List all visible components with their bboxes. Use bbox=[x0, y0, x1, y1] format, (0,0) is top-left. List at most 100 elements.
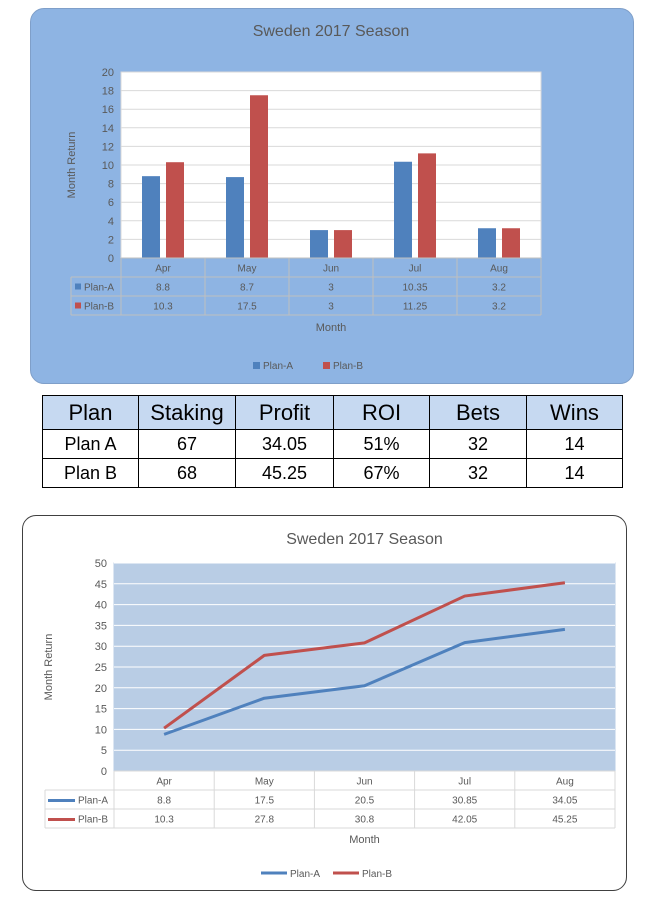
cell-profit: 34.05 bbox=[235, 429, 334, 459]
x-tick-label: May bbox=[238, 264, 257, 275]
summary-header-row: Plan Staking Profit ROI Bets Wins bbox=[42, 395, 623, 430]
data-table-cell: 10.3 bbox=[153, 302, 173, 313]
header-staking: Staking bbox=[138, 395, 236, 430]
data-table-cell: 11.25 bbox=[403, 302, 428, 313]
header-profit: Profit bbox=[235, 395, 334, 430]
y-tick-label: 18 bbox=[102, 86, 114, 98]
y-tick-label: 30 bbox=[95, 641, 107, 653]
y-tick-label: 20 bbox=[102, 67, 114, 79]
x-axis-label: Month bbox=[316, 322, 347, 334]
cell-bets: 32 bbox=[429, 458, 527, 488]
y-tick-label: 35 bbox=[95, 620, 107, 632]
cell-staking: 68 bbox=[138, 458, 236, 488]
data-table-cell: 17.5 bbox=[255, 796, 275, 807]
header-plan: Plan bbox=[42, 395, 139, 430]
header-bets: Bets bbox=[429, 395, 527, 430]
legend-key-swatch bbox=[75, 283, 81, 290]
x-tick-label: Apr bbox=[156, 777, 172, 788]
data-table-cell: 8.8 bbox=[157, 796, 171, 807]
y-tick-label: 45 bbox=[95, 579, 107, 591]
line-plan-a bbox=[163, 627, 566, 736]
legend-swatch bbox=[253, 362, 260, 369]
data-table-cell: 42.05 bbox=[452, 815, 477, 826]
x-tick-label: Jul bbox=[409, 264, 422, 275]
cell-wins: 14 bbox=[526, 429, 623, 459]
chart-title: Sweden 2017 Season bbox=[286, 531, 443, 548]
data-table-cell: 8.7 bbox=[240, 283, 254, 294]
cell-plan: Plan A bbox=[42, 429, 139, 459]
cell-profit: 45.25 bbox=[235, 458, 334, 488]
header-wins: Wins bbox=[526, 395, 623, 430]
data-table-cell: 20.5 bbox=[355, 796, 375, 807]
y-tick-label: 0 bbox=[101, 766, 107, 778]
data-table-cell: 10.3 bbox=[154, 815, 174, 826]
legend-label: Plan-A bbox=[263, 361, 293, 372]
data-table-cell: 27.8 bbox=[255, 815, 275, 826]
y-tick-label: 0 bbox=[108, 253, 114, 265]
data-table-cell: 30.85 bbox=[452, 796, 477, 807]
legend-swatch bbox=[323, 362, 330, 369]
data-table-cell: 3.2 bbox=[492, 283, 506, 294]
cell-roi: 51% bbox=[333, 429, 430, 459]
y-tick-label: 50 bbox=[95, 558, 107, 570]
x-axis-label: Month bbox=[349, 834, 380, 846]
y-axis-label: Month Return bbox=[66, 132, 78, 199]
bar-plan-b bbox=[502, 228, 520, 258]
x-tick-label: May bbox=[255, 777, 274, 788]
line-chart-svg: Sweden 2017 Season 0 5 10 15 20 25 30 35 40 45 50 Mo… bbox=[43, 531, 616, 880]
legend-key-swatch bbox=[75, 302, 81, 309]
bar-plan-b bbox=[250, 95, 268, 258]
y-tick-label: 15 bbox=[95, 704, 107, 716]
data-table-cell: 34.05 bbox=[552, 796, 577, 807]
bar-plan-a bbox=[226, 177, 244, 258]
y-axis-label: Month Return bbox=[43, 634, 55, 701]
chart-title: Sweden 2017 Season bbox=[253, 23, 410, 40]
bar-chart-svg: Sweden 2017 Season 0 2 4 6 8 10 12 14 16 18 20 Month… bbox=[66, 23, 542, 372]
legend-label: Plan-B bbox=[333, 361, 363, 372]
y-tick-label: 5 bbox=[101, 745, 107, 757]
x-tick-label: Apr bbox=[155, 264, 171, 275]
x-tick-label: Jun bbox=[323, 264, 339, 275]
data-table-series-label: Plan-A bbox=[84, 283, 114, 294]
cell-staking: 67 bbox=[138, 429, 236, 459]
legend-label: Plan-A bbox=[290, 869, 320, 880]
bar-plan-b bbox=[166, 162, 184, 258]
data-table-cell: 8.8 bbox=[156, 283, 170, 294]
data-table-cell: 3 bbox=[328, 283, 334, 294]
data-table-cell: 30.8 bbox=[355, 815, 375, 826]
bar-chart-panel: Sweden 2017 Season 0 2 4 6 8 10 12 14 16 18 20 Month… bbox=[30, 8, 634, 384]
y-tick-label: 25 bbox=[95, 662, 107, 674]
data-table-cell: 3.2 bbox=[492, 302, 506, 313]
data-table-series-label: Plan-A bbox=[78, 796, 108, 807]
summary-row-plan-a: Plan A 67 34.05 51% 32 14 bbox=[42, 429, 623, 459]
x-tick-label: Aug bbox=[490, 264, 508, 275]
y-tick-label: 16 bbox=[102, 104, 114, 116]
header-roi: ROI bbox=[333, 395, 430, 430]
bar-plan-a bbox=[478, 228, 496, 258]
x-tick-label: Aug bbox=[556, 777, 574, 788]
bar-plan-a bbox=[142, 176, 160, 258]
y-tick-label: 40 bbox=[95, 600, 107, 612]
bar-plan-a bbox=[394, 161, 412, 258]
data-table-cell: 10.35 bbox=[402, 283, 427, 294]
y-tick-label: 4 bbox=[108, 216, 114, 228]
data-table-cell: 45.25 bbox=[552, 815, 577, 826]
y-tick-label: 6 bbox=[108, 197, 114, 209]
data-table-cell: 17.5 bbox=[237, 302, 257, 313]
x-tick-label: Jul bbox=[458, 777, 471, 788]
line-plan-b bbox=[163, 581, 566, 730]
x-tick-label: Jun bbox=[356, 777, 372, 788]
data-table-series-label: Plan-B bbox=[78, 815, 108, 826]
summary-table: Plan Staking Profit ROI Bets Wins Plan A… bbox=[42, 395, 623, 488]
y-tick-label: 10 bbox=[102, 160, 114, 172]
y-tick-label: 8 bbox=[108, 179, 114, 191]
cell-roi: 67% bbox=[333, 458, 430, 488]
bar-plan-b bbox=[334, 230, 352, 258]
y-tick-label: 20 bbox=[95, 683, 107, 695]
cell-bets: 32 bbox=[429, 429, 527, 459]
data-table-cell: 3 bbox=[328, 302, 334, 313]
cell-plan: Plan B bbox=[42, 458, 139, 488]
legend-label: Plan-B bbox=[362, 869, 392, 880]
cell-wins: 14 bbox=[526, 458, 623, 488]
data-table-series-label: Plan-B bbox=[84, 302, 114, 313]
